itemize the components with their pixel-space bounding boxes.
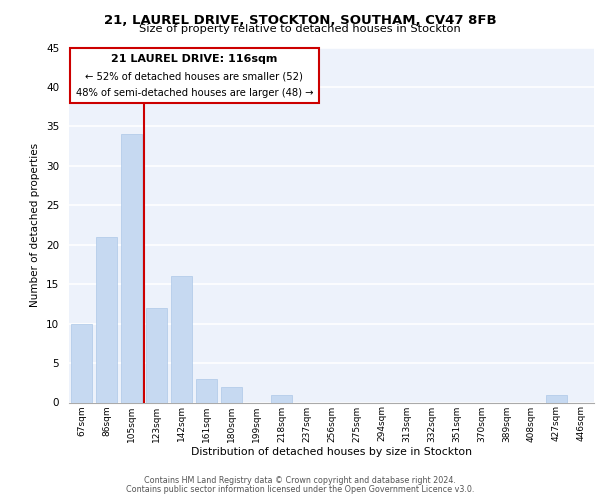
Bar <box>546 394 567 402</box>
Y-axis label: Number of detached properties: Number of detached properties <box>31 143 40 307</box>
Text: Contains public sector information licensed under the Open Government Licence v3: Contains public sector information licen… <box>126 485 474 494</box>
Text: 21, LAUREL DRIVE, STOCKTON, SOUTHAM, CV47 8FB: 21, LAUREL DRIVE, STOCKTON, SOUTHAM, CV4… <box>104 14 496 27</box>
Text: Size of property relative to detached houses in Stockton: Size of property relative to detached ho… <box>139 24 461 34</box>
Bar <box>71 324 92 402</box>
Bar <box>271 394 292 402</box>
Bar <box>146 308 167 402</box>
Text: ← 52% of detached houses are smaller (52): ← 52% of detached houses are smaller (52… <box>85 71 303 81</box>
Text: Contains HM Land Registry data © Crown copyright and database right 2024.: Contains HM Land Registry data © Crown c… <box>144 476 456 485</box>
Text: 48% of semi-detached houses are larger (48) →: 48% of semi-detached houses are larger (… <box>76 88 313 98</box>
Bar <box>196 379 217 402</box>
FancyBboxPatch shape <box>70 48 319 102</box>
Bar <box>96 237 117 402</box>
Bar <box>171 276 192 402</box>
Text: 21 LAUREL DRIVE: 116sqm: 21 LAUREL DRIVE: 116sqm <box>111 54 277 64</box>
Bar <box>121 134 142 402</box>
X-axis label: Distribution of detached houses by size in Stockton: Distribution of detached houses by size … <box>191 447 472 457</box>
Bar <box>221 386 242 402</box>
